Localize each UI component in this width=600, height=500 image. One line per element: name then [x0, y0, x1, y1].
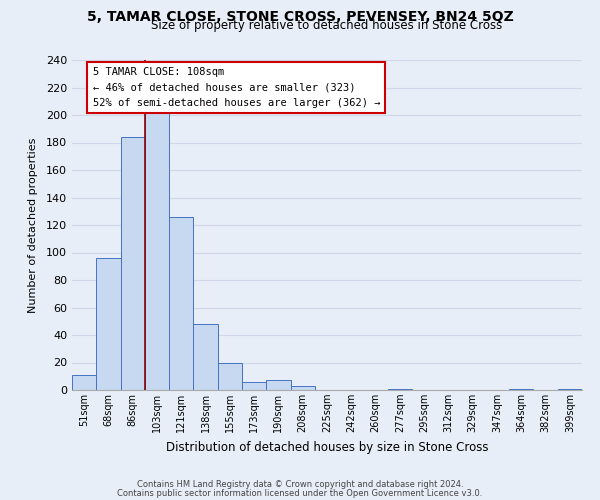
- Bar: [96, 258, 121, 390]
- Bar: [509, 388, 533, 390]
- Text: 5 TAMAR CLOSE: 108sqm
← 46% of detached houses are smaller (323)
52% of semi-det: 5 TAMAR CLOSE: 108sqm ← 46% of detached …: [92, 67, 380, 108]
- Text: Contains public sector information licensed under the Open Government Licence v3: Contains public sector information licen…: [118, 488, 482, 498]
- Bar: [193, 324, 218, 390]
- Bar: [121, 137, 145, 390]
- Bar: [558, 388, 582, 390]
- Bar: [242, 382, 266, 390]
- Bar: [290, 386, 315, 390]
- Text: Contains HM Land Registry data © Crown copyright and database right 2024.: Contains HM Land Registry data © Crown c…: [137, 480, 463, 489]
- Bar: [72, 375, 96, 390]
- X-axis label: Distribution of detached houses by size in Stone Cross: Distribution of detached houses by size …: [166, 440, 488, 454]
- Bar: [266, 380, 290, 390]
- Y-axis label: Number of detached properties: Number of detached properties: [28, 138, 38, 312]
- Bar: [218, 362, 242, 390]
- Text: 5, TAMAR CLOSE, STONE CROSS, PEVENSEY, BN24 5QZ: 5, TAMAR CLOSE, STONE CROSS, PEVENSEY, B…: [86, 10, 514, 24]
- Bar: [388, 388, 412, 390]
- Bar: [169, 217, 193, 390]
- Bar: [145, 111, 169, 390]
- Title: Size of property relative to detached houses in Stone Cross: Size of property relative to detached ho…: [151, 20, 503, 32]
